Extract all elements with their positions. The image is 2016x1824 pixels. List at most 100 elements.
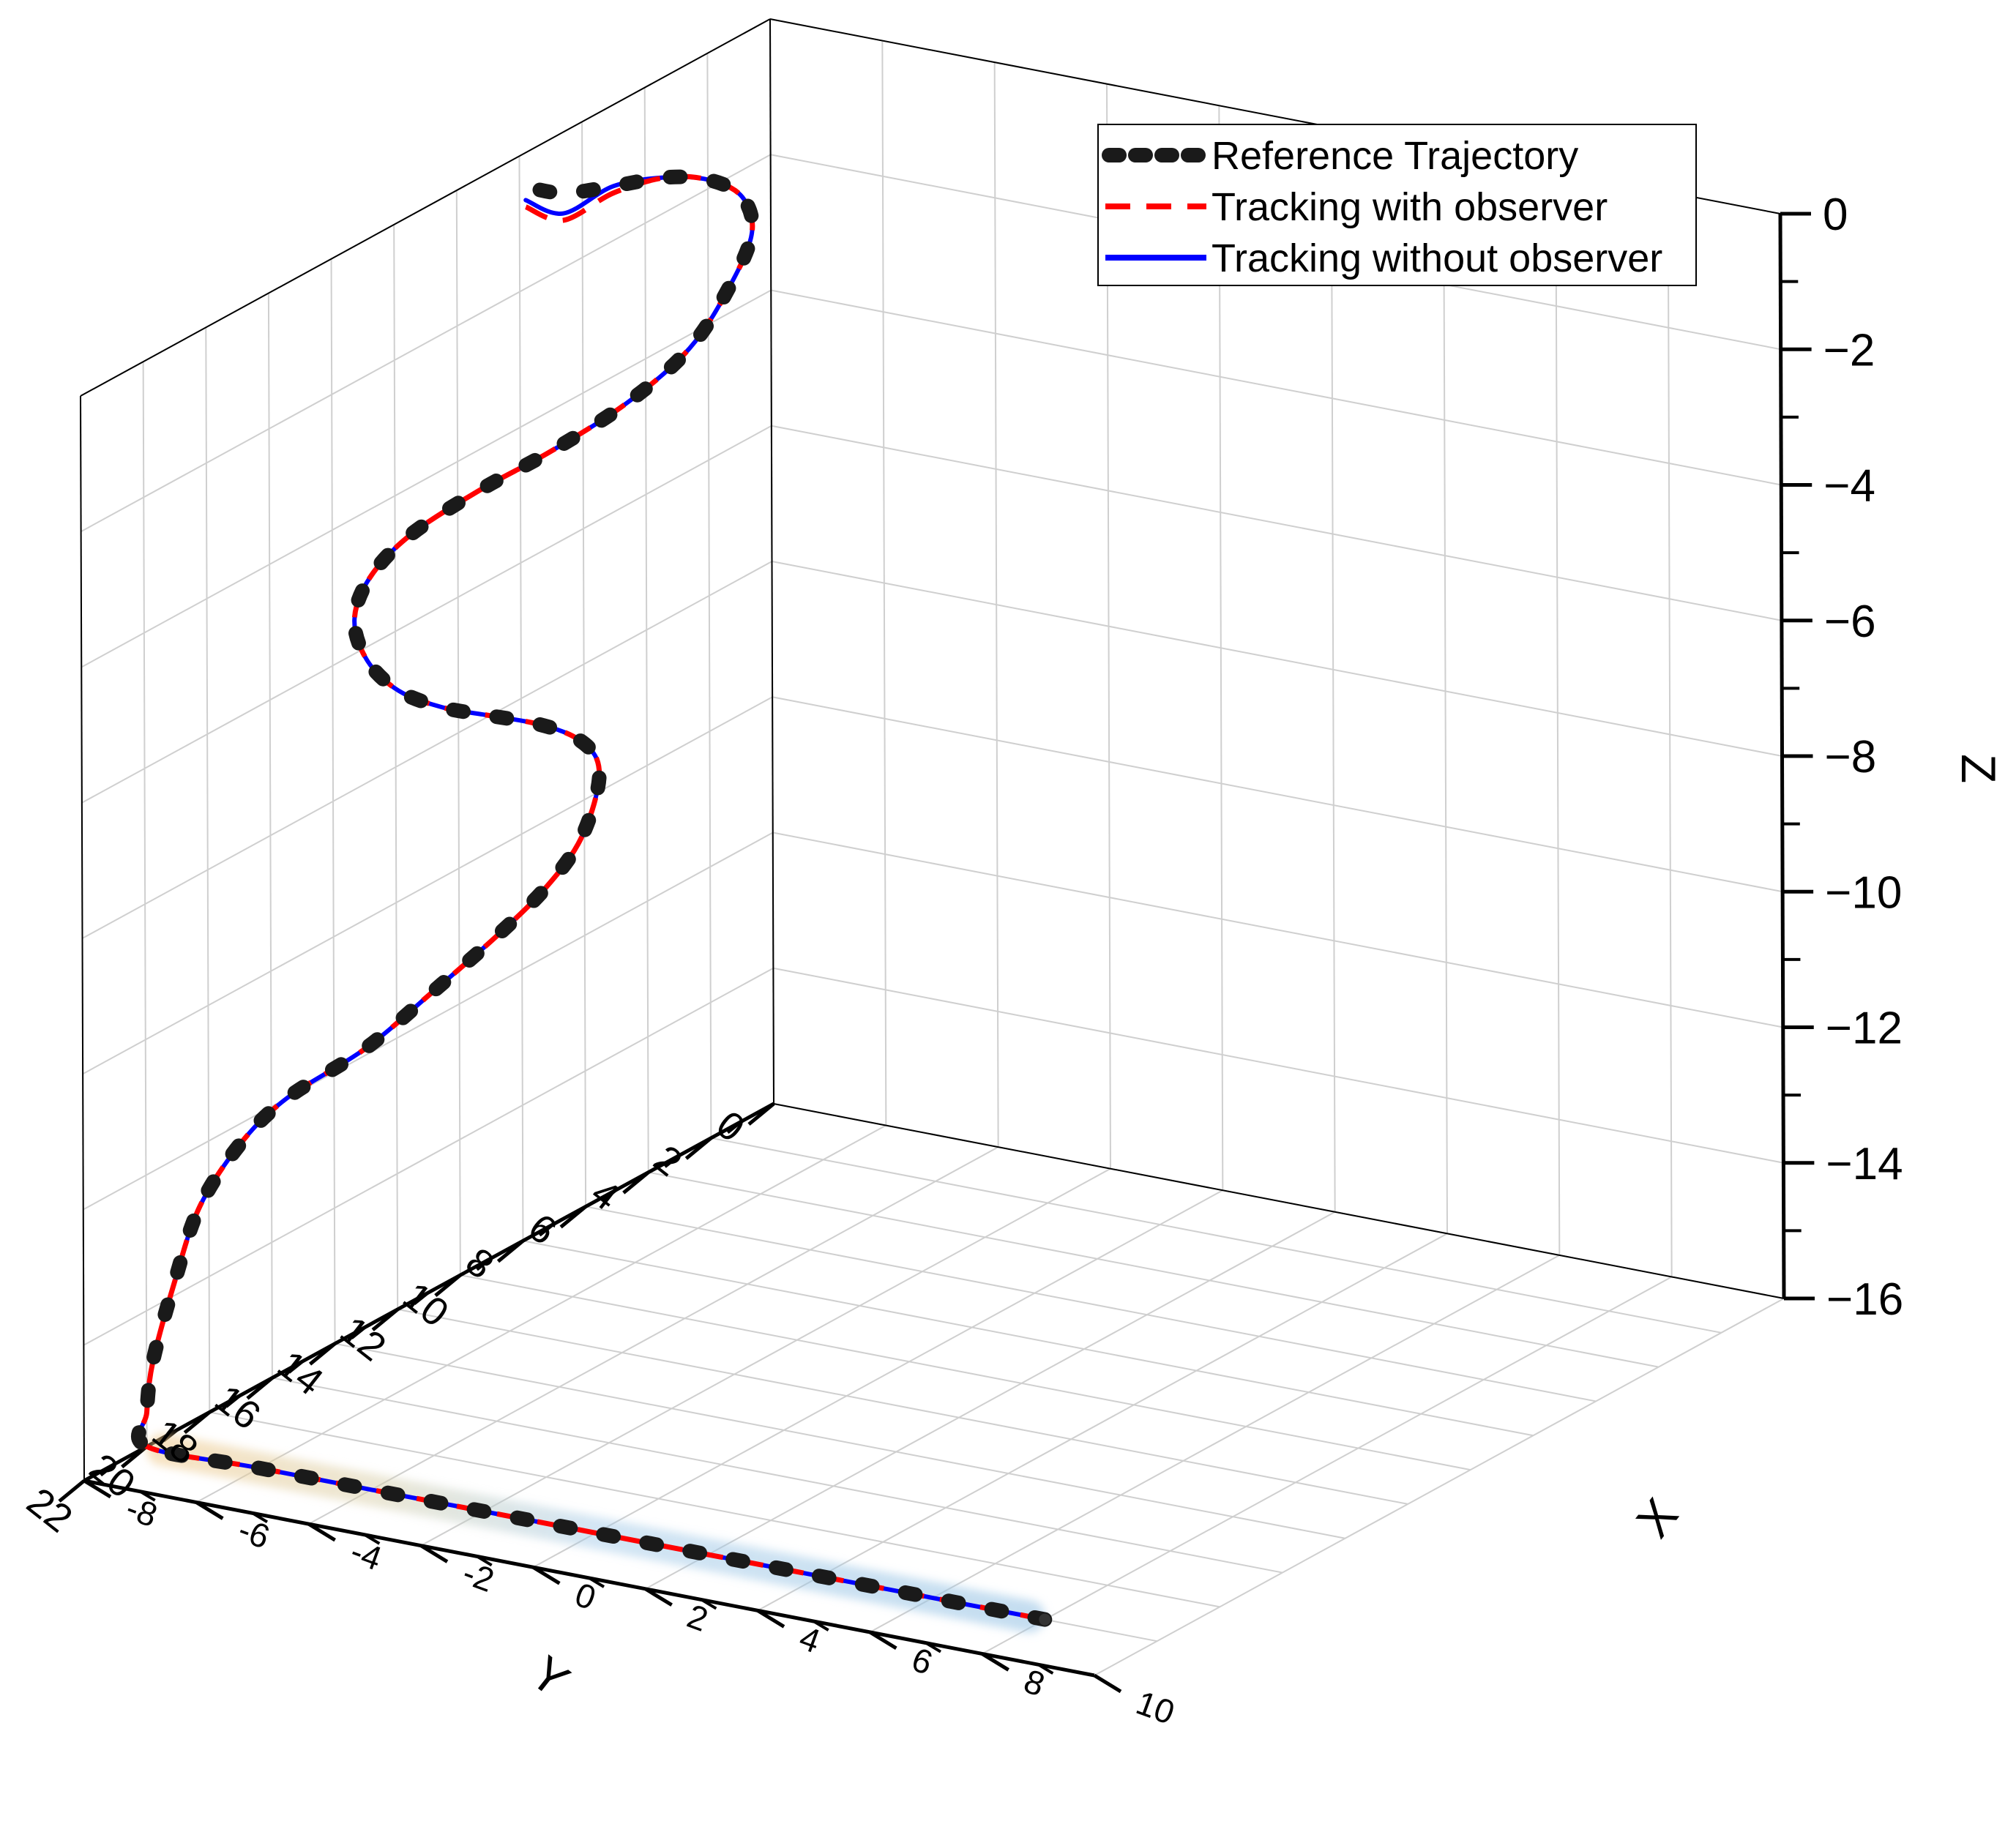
- x-tick-major: [195, 1500, 224, 1520]
- grid-line-backwall-z: [82, 561, 772, 939]
- grid-line-sidewall-z: [772, 561, 1782, 757]
- series-line-reference: [131, 169, 1053, 1627]
- y-tick-label: 0: [709, 1102, 753, 1151]
- y-tick-minor: [726, 1119, 744, 1134]
- z-tick-label: −2: [1823, 325, 1875, 375]
- legend-item-reference: Reference Trajectory: [1102, 134, 1578, 178]
- grid-line-sidewall-z: [772, 831, 1783, 1028]
- y-tick-minor: [476, 1257, 493, 1271]
- x-tick-major: [1093, 1673, 1122, 1694]
- z-tick-label: −12: [1826, 1003, 1903, 1054]
- y-tick-label: 8: [458, 1239, 502, 1287]
- z-tick-label: −14: [1826, 1139, 1903, 1189]
- series-line-with-observer: [135, 173, 1045, 1623]
- start-point-marker: [1039, 1613, 1051, 1626]
- y-tick-major: [371, 1307, 399, 1331]
- grid-line-backwall-z: [83, 831, 774, 1211]
- x-tick-major: [419, 1544, 449, 1563]
- y-tick-major: [183, 1410, 211, 1435]
- y-axis-title: Y: [520, 1645, 579, 1708]
- grid-line-backwall-z: [81, 154, 772, 533]
- x-tick-minor: [1037, 1663, 1054, 1675]
- grid-line-floor-x: [420, 1167, 1111, 1547]
- y-tick-major: [496, 1239, 525, 1263]
- y-tick-major: [622, 1170, 650, 1195]
- x-tick-minor: [139, 1490, 156, 1502]
- x-tick-label: 8: [1019, 1662, 1050, 1704]
- tick-labels: 0−2−4−6−8−10−12−14−160246810121416182022…: [19, 190, 1904, 1732]
- x-tick-minor: [251, 1511, 269, 1524]
- y-tick-minor: [413, 1290, 430, 1306]
- z-axis-title: Z: [1952, 754, 2006, 783]
- x-tick-label: 4: [795, 1618, 826, 1661]
- box-edge-back-top: [80, 18, 771, 397]
- y-tick-major: [747, 1102, 775, 1126]
- grid-line-floor-x: [195, 1124, 886, 1503]
- grid-line-floor-y: [272, 1377, 1283, 1574]
- series-line-without-observer: [135, 174, 1048, 1622]
- grid-line-floor-y: [335, 1342, 1345, 1539]
- grid-line-floor-y: [523, 1240, 1534, 1437]
- y-tick-minor: [601, 1188, 619, 1203]
- y-tick-label: 22: [19, 1479, 81, 1541]
- box-edge-back-vertical: [769, 18, 774, 1105]
- y-tick-minor: [288, 1359, 305, 1374]
- x-tick-major: [307, 1522, 336, 1542]
- grid-line-sidewall-z: [772, 696, 1783, 893]
- z-tick-label: −16: [1826, 1274, 1903, 1325]
- z-tick-label: −10: [1825, 867, 1902, 918]
- y-tick-major: [308, 1342, 337, 1366]
- y-tick-label: 6: [520, 1206, 565, 1254]
- box-edge-front-vertical: [80, 395, 85, 1481]
- z-tick-label: −6: [1824, 597, 1876, 647]
- x-tick-major: [83, 1479, 112, 1499]
- y-tick-minor: [539, 1222, 556, 1237]
- x-tick-major: [532, 1566, 561, 1585]
- z-tick-label: −4: [1823, 461, 1875, 512]
- legend-item-without-observer: Tracking without observer: [1105, 236, 1662, 280]
- y-tick-major: [58, 1479, 86, 1503]
- grid-line-backwall-z: [81, 289, 772, 668]
- x-tick-minor: [813, 1620, 829, 1631]
- x-tick-label: 2: [682, 1596, 713, 1639]
- y-tick-major: [246, 1376, 274, 1400]
- y-tick-minor: [664, 1154, 681, 1168]
- y-tick-major: [434, 1274, 462, 1298]
- axes-layer: [58, 212, 1815, 1694]
- legend-label-with-observer: Tracking with observer: [1212, 185, 1608, 229]
- x-tick-minor: [364, 1533, 381, 1545]
- grid-line-sidewall-z: [771, 425, 1782, 621]
- grid-line-floor-y: [711, 1137, 1722, 1334]
- x-tick-major: [981, 1652, 1009, 1672]
- grid-line-floor-x: [982, 1276, 1673, 1655]
- grid-line-floor-x: [1094, 1298, 1785, 1676]
- grid-line-floor-x: [532, 1189, 1223, 1569]
- x-tick-minor: [925, 1641, 942, 1653]
- legend-label-reference: Reference Trajectory: [1212, 134, 1578, 178]
- grid-line-floor-y: [397, 1308, 1408, 1505]
- box-edge-side-floor: [773, 1103, 1785, 1299]
- series-layer: [131, 169, 1053, 1627]
- legend-label-without-observer: Tracking without observer: [1212, 236, 1662, 280]
- y-tick-minor: [351, 1325, 367, 1339]
- grid-line-floor-x: [869, 1255, 1560, 1633]
- grid-line-backwall-z: [83, 967, 774, 1346]
- grid-line-backwall-z: [81, 425, 772, 804]
- x-tick-minor: [476, 1555, 493, 1567]
- x-tick-label: 10: [1132, 1683, 1180, 1732]
- x-tick-major: [869, 1630, 897, 1651]
- y-tick-minor: [100, 1462, 117, 1477]
- x-tick-major: [756, 1609, 785, 1629]
- grid-line-backwall-z: [82, 696, 773, 1075]
- y-tick-major: [121, 1445, 149, 1469]
- grid-line-floor-y: [648, 1171, 1659, 1368]
- x-tick-major: [644, 1587, 673, 1607]
- x-tick-label: 0: [570, 1575, 601, 1618]
- legend-item-with-observer: Tracking with observer: [1105, 185, 1608, 229]
- y-tick-major: [559, 1205, 587, 1229]
- grid-line-floor-y: [209, 1411, 1220, 1608]
- x-tick-label: 6: [907, 1640, 938, 1682]
- grid-line-floor-y: [460, 1274, 1471, 1471]
- grid-line-sidewall-z: [771, 289, 1782, 486]
